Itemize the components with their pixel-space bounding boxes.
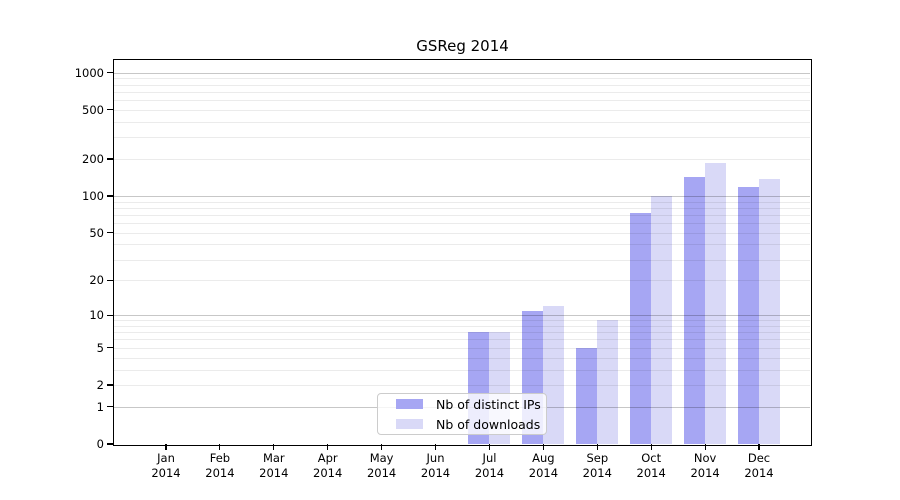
gridline-major-1000 [114,72,810,74]
y-tick-label-1: 1 [96,399,104,414]
bar-distinct-ips-sep [576,347,598,444]
gridline-minor-9 [114,320,810,322]
bar-downloads-aug [543,306,565,444]
gridline-minor-8 [114,325,810,327]
y-tick-mark-200 [107,158,114,160]
x-tick-label-nov: Nov 2014 [690,451,720,480]
y-tick-mark-0 [107,443,114,445]
gridline-minor-7 [114,332,810,334]
x-tick-label-feb: Feb 2014 [205,451,235,480]
bar-distinct-ips-dec [737,187,759,444]
gridline-minor-70 [114,214,810,216]
gridline-major-10 [114,315,810,317]
x-tick-mark-apr [327,444,329,450]
gridline-minor-300 [114,137,810,139]
y-tick-label-10: 10 [89,308,104,323]
legend-swatch-distinct-ips [396,399,423,409]
gridline-minor-800 [114,84,810,86]
gridline-minor-700 [114,91,810,93]
x-tick-mark-sep [596,444,598,450]
bar-distinct-ips-nov [684,176,706,444]
y-tick-mark-1000 [107,72,114,74]
y-tick-mark-5 [107,347,114,349]
y-tick-mark-10 [107,314,114,316]
chart-title: GSReg 2014 [416,37,509,55]
plot-area [114,60,810,444]
legend-item-downloads: Nb of downloads [378,416,546,433]
x-tick-label-jan: Jan 2014 [151,451,181,480]
y-tick-mark-1 [107,406,114,408]
y-tick-mark-500 [107,109,114,111]
x-tick-label-sep: Sep 2014 [582,451,612,480]
x-tick-label-aug: Aug 2014 [528,451,559,480]
gridline-major-100 [114,196,810,198]
y-tick-label-500: 500 [82,102,104,117]
y-tick-label-100: 100 [82,189,104,203]
y-tick-label-50: 50 [89,225,104,240]
gridline-minor-80 [114,207,810,209]
gridline-minor-900 [114,78,810,80]
x-tick-label-oct: Oct 2014 [636,451,666,480]
gridline-minor-60 [114,223,810,225]
bar-distinct-ips-oct [630,212,652,444]
y-tick-label-1000: 1000 [74,65,104,80]
x-tick-label-jun: Jun 2014 [420,451,451,480]
gridline-minor-40 [114,244,810,246]
gridline-minor-500 [114,109,810,111]
gridline-minor-200 [114,159,810,160]
gridline-minor-6 [114,339,810,341]
x-tick-mark-jan [165,444,167,450]
x-tick-label-may: May 2014 [366,451,397,480]
x-tick-mark-dec [758,444,760,450]
x-tick-label-dec: Dec 2014 [744,451,774,480]
x-tick-mark-feb [219,444,221,450]
y-tick-mark-20 [107,279,114,281]
legend: Nb of distinct IPs Nb of downloads [377,393,547,435]
gridline-minor-30 [114,259,810,261]
x-tick-mark-jun [434,444,437,450]
gridline-minor-2 [114,385,810,386]
x-tick-label-apr: Apr 2014 [313,451,343,480]
gridline-minor-4 [114,357,810,359]
gridline-minor-600 [114,100,810,102]
gridline-minor-50 [114,232,810,234]
x-tick-label-mar: Mar 2014 [259,451,289,480]
y-tick-label-2: 2 [96,378,104,392]
y-tick-label-20: 20 [89,273,104,288]
gridline-minor-5 [114,347,810,349]
y-tick-label-5: 5 [96,340,104,355]
gridline-minor-20 [114,280,810,282]
y-tick-mark-2 [107,384,114,386]
bar-downloads-nov [705,162,727,444]
legend-label: Nb of distinct IPs [436,396,541,412]
gridline-minor-400 [114,121,810,123]
gridline-minor-90 [114,201,810,203]
bar-downloads-sep [597,320,619,444]
x-tick-mark-mar [273,444,275,450]
bar-downloads-oct [651,196,673,444]
x-tick-mark-nov [704,444,706,450]
x-tick-mark-oct [650,444,652,450]
y-tick-mark-50 [107,232,114,234]
y-tick-label-200: 200 [82,152,104,166]
y-tick-label-0: 0 [96,437,104,451]
legend-item-distinct-ips: Nb of distinct IPs [378,396,546,413]
x-tick-label-jul: Jul 2014 [474,451,505,480]
legend-label: Nb of downloads [436,416,541,432]
x-tick-mark-jul [488,444,491,450]
x-tick-mark-aug [542,444,544,450]
bar-downloads-dec [758,178,780,444]
x-tick-mark-may [381,444,383,450]
gridline-minor-3 [114,369,810,371]
legend-swatch-downloads [396,419,423,429]
y-tick-mark-100 [107,195,114,197]
